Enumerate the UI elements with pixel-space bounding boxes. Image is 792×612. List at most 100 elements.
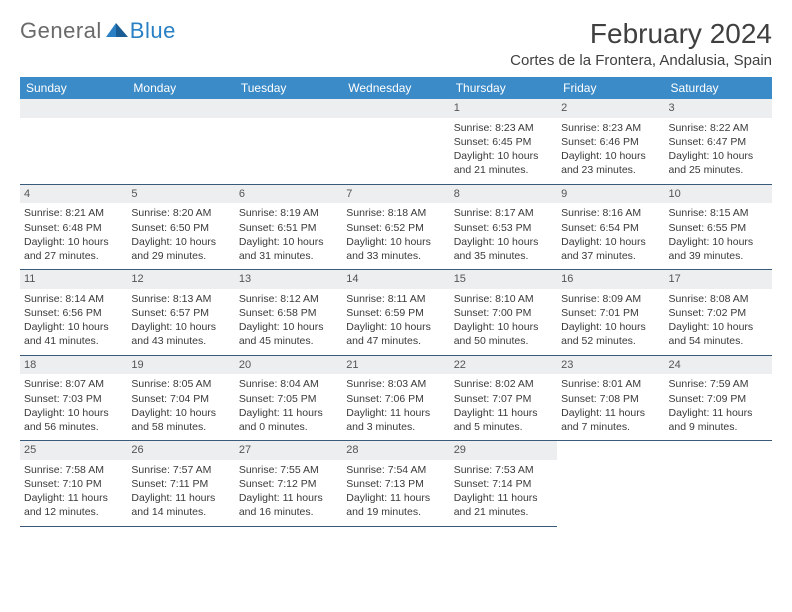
sunrise-text: Sunrise: 8:19 AM (239, 206, 338, 220)
daylight-text: and 3 minutes. (346, 420, 445, 434)
day-body: Sunrise: 8:11 AMSunset: 6:59 PMDaylight:… (342, 289, 449, 355)
day-number: 21 (342, 356, 449, 375)
day-number: 24 (665, 356, 772, 375)
day-body: Sunrise: 8:08 AMSunset: 7:02 PMDaylight:… (665, 289, 772, 355)
calendar-cell: 5Sunrise: 8:20 AMSunset: 6:50 PMDaylight… (127, 184, 234, 270)
daylight-text: Daylight: 10 hours (24, 320, 123, 334)
daylight-text: Daylight: 11 hours (454, 491, 553, 505)
day-body: Sunrise: 8:10 AMSunset: 7:00 PMDaylight:… (450, 289, 557, 355)
day-number: 1 (450, 99, 557, 118)
sunrise-text: Sunrise: 8:13 AM (131, 292, 230, 306)
daylight-text: and 31 minutes. (239, 249, 338, 263)
sunset-text: Sunset: 6:57 PM (131, 306, 230, 320)
weekday-header: Monday (127, 77, 234, 99)
daylight-text: Daylight: 10 hours (24, 235, 123, 249)
day-body: Sunrise: 8:07 AMSunset: 7:03 PMDaylight:… (20, 374, 127, 440)
daylight-text: Daylight: 11 hours (454, 406, 553, 420)
daylight-text: Daylight: 10 hours (346, 320, 445, 334)
daylight-text: Daylight: 11 hours (239, 406, 338, 420)
day-number: 12 (127, 270, 234, 289)
sunrise-text: Sunrise: 8:11 AM (346, 292, 445, 306)
calendar-week-row: 25Sunrise: 7:58 AMSunset: 7:10 PMDayligh… (20, 441, 772, 527)
calendar-cell: 8Sunrise: 8:17 AMSunset: 6:53 PMDaylight… (450, 184, 557, 270)
logo: General Blue (20, 18, 176, 44)
sunset-text: Sunset: 6:58 PM (239, 306, 338, 320)
daylight-text: Daylight: 10 hours (131, 320, 230, 334)
day-number: 7 (342, 185, 449, 204)
day-body: Sunrise: 7:55 AMSunset: 7:12 PMDaylight:… (235, 460, 342, 526)
day-number: 20 (235, 356, 342, 375)
day-number: 13 (235, 270, 342, 289)
calendar-cell: 3Sunrise: 8:22 AMSunset: 6:47 PMDaylight… (665, 99, 772, 184)
month-title: February 2024 (510, 18, 772, 50)
calendar-cell: 17Sunrise: 8:08 AMSunset: 7:02 PMDayligh… (665, 270, 772, 356)
calendar-cell: 29Sunrise: 7:53 AMSunset: 7:14 PMDayligh… (450, 441, 557, 527)
calendar-header-row: Sunday Monday Tuesday Wednesday Thursday… (20, 77, 772, 99)
sunrise-text: Sunrise: 7:55 AM (239, 463, 338, 477)
calendar-body: 1Sunrise: 8:23 AMSunset: 6:45 PMDaylight… (20, 99, 772, 526)
sunset-text: Sunset: 7:08 PM (561, 392, 660, 406)
sunset-text: Sunset: 7:10 PM (24, 477, 123, 491)
sunset-text: Sunset: 7:05 PM (239, 392, 338, 406)
day-number: 16 (557, 270, 664, 289)
day-body: Sunrise: 8:03 AMSunset: 7:06 PMDaylight:… (342, 374, 449, 440)
daylight-text: Daylight: 11 hours (561, 406, 660, 420)
daylight-text: and 54 minutes. (669, 334, 768, 348)
day-number: 14 (342, 270, 449, 289)
day-body: Sunrise: 8:23 AMSunset: 6:46 PMDaylight:… (557, 118, 664, 184)
calendar-cell (557, 441, 664, 527)
day-number: 6 (235, 185, 342, 204)
day-body: Sunrise: 7:57 AMSunset: 7:11 PMDaylight:… (127, 460, 234, 526)
daylight-text: Daylight: 11 hours (239, 491, 338, 505)
sunset-text: Sunset: 6:53 PM (454, 221, 553, 235)
calendar-cell: 2Sunrise: 8:23 AMSunset: 6:46 PMDaylight… (557, 99, 664, 184)
day-number-empty (20, 99, 127, 118)
day-number: 5 (127, 185, 234, 204)
calendar-cell: 1Sunrise: 8:23 AMSunset: 6:45 PMDaylight… (450, 99, 557, 184)
day-body: Sunrise: 7:58 AMSunset: 7:10 PMDaylight:… (20, 460, 127, 526)
calendar-cell: 19Sunrise: 8:05 AMSunset: 7:04 PMDayligh… (127, 355, 234, 441)
day-body: Sunrise: 8:15 AMSunset: 6:55 PMDaylight:… (665, 203, 772, 269)
calendar-cell: 14Sunrise: 8:11 AMSunset: 6:59 PMDayligh… (342, 270, 449, 356)
sunset-text: Sunset: 7:09 PM (669, 392, 768, 406)
day-number: 4 (20, 185, 127, 204)
sunset-text: Sunset: 7:03 PM (24, 392, 123, 406)
daylight-text: and 50 minutes. (454, 334, 553, 348)
calendar-week-row: 11Sunrise: 8:14 AMSunset: 6:56 PMDayligh… (20, 270, 772, 356)
sunrise-text: Sunrise: 8:21 AM (24, 206, 123, 220)
day-number: 27 (235, 441, 342, 460)
daylight-text: and 33 minutes. (346, 249, 445, 263)
day-number: 9 (557, 185, 664, 204)
calendar-cell: 27Sunrise: 7:55 AMSunset: 7:12 PMDayligh… (235, 441, 342, 527)
sunset-text: Sunset: 7:02 PM (669, 306, 768, 320)
calendar-cell: 22Sunrise: 8:02 AMSunset: 7:07 PMDayligh… (450, 355, 557, 441)
day-number-empty (127, 99, 234, 118)
calendar-week-row: 18Sunrise: 8:07 AMSunset: 7:03 PMDayligh… (20, 355, 772, 441)
daylight-text: and 14 minutes. (131, 505, 230, 519)
calendar-cell: 7Sunrise: 8:18 AMSunset: 6:52 PMDaylight… (342, 184, 449, 270)
calendar-cell: 13Sunrise: 8:12 AMSunset: 6:58 PMDayligh… (235, 270, 342, 356)
sunset-text: Sunset: 6:54 PM (561, 221, 660, 235)
calendar-cell: 12 Sunrise: 8:13 AMSunset: 6:57 PMDayligh… (127, 270, 234, 356)
calendar-table: Sunday Monday Tuesday Wednesday Thursday… (20, 77, 772, 527)
calendar-cell: 23Sunrise: 8:01 AMSunset: 7:08 PMDayligh… (557, 355, 664, 441)
daylight-text: and 5 minutes. (454, 420, 553, 434)
sunrise-text: Sunrise: 7:59 AM (669, 377, 768, 391)
weekday-header: Tuesday (235, 77, 342, 99)
calendar-cell (20, 99, 127, 184)
calendar-cell: 9Sunrise: 8:16 AMSunset: 6:54 PMDaylight… (557, 184, 664, 270)
sunrise-text: Sunrise: 8:05 AM (131, 377, 230, 391)
sunset-text: Sunset: 7:06 PM (346, 392, 445, 406)
day-number: 26 (127, 441, 234, 460)
sunrise-text: Sunrise: 8:20 AM (131, 206, 230, 220)
calendar-cell: 15Sunrise: 8:10 AMSunset: 7:00 PMDayligh… (450, 270, 557, 356)
daylight-text: Daylight: 10 hours (454, 320, 553, 334)
daylight-text: Daylight: 10 hours (669, 149, 768, 163)
sunrise-text: Sunrise: 7:57 AM (131, 463, 230, 477)
daylight-text: and 21 minutes. (454, 505, 553, 519)
daylight-text: Daylight: 10 hours (669, 235, 768, 249)
day-number-empty (342, 99, 449, 118)
weekday-header: Saturday (665, 77, 772, 99)
sunset-text: Sunset: 6:48 PM (24, 221, 123, 235)
sunrise-text: Sunrise: 7:53 AM (454, 463, 553, 477)
